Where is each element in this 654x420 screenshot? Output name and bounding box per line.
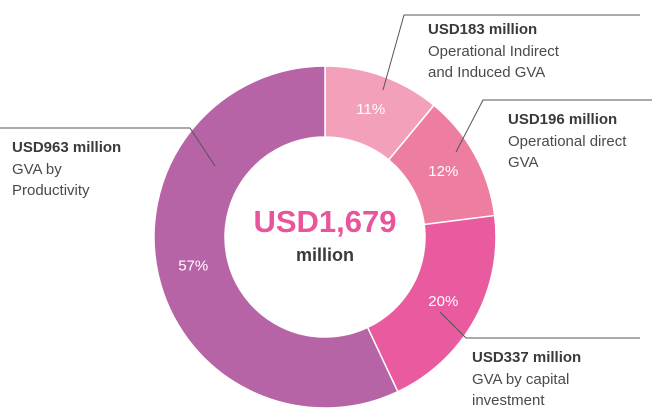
category-line: GVA	[508, 154, 539, 171]
percent-label: 11%	[356, 101, 385, 118]
leader-line	[382, 14, 640, 91]
category-label: Operational Indirect and Induced GVA	[428, 43, 560, 81]
center-unit: million	[296, 245, 354, 265]
amount-label: USD183 million	[428, 21, 537, 38]
amount-label: USD196 million	[508, 111, 617, 128]
amount-label: USD337 million	[472, 349, 581, 366]
category-line: Operational Indirect	[428, 43, 560, 60]
percent-label: 20%	[428, 293, 458, 310]
category-label: GVA by capital investment	[472, 371, 569, 409]
donut: 11% 12% 20% 57% USD183 million Operational In…	[0, 14, 652, 409]
donut-segment	[153, 65, 399, 409]
category-line: GVA by capital	[472, 371, 569, 388]
category-label: Operational direct GVA	[508, 133, 627, 171]
percent-label: 12%	[428, 163, 458, 180]
leader-line	[0, 127, 216, 167]
category-line: GVA by	[12, 161, 62, 178]
percent-label: 57%	[178, 257, 208, 274]
category-line: investment	[472, 392, 545, 409]
category-label: GVA by Productivity	[12, 161, 90, 199]
category-line: Productivity	[12, 182, 90, 199]
amount-label: USD963 million	[12, 139, 121, 156]
center-total: USD1,679	[253, 204, 396, 239]
leader-line	[439, 311, 640, 339]
leader-line	[455, 99, 652, 153]
category-line: and Induced GVA	[428, 64, 545, 81]
category-line: Operational direct	[508, 133, 627, 150]
